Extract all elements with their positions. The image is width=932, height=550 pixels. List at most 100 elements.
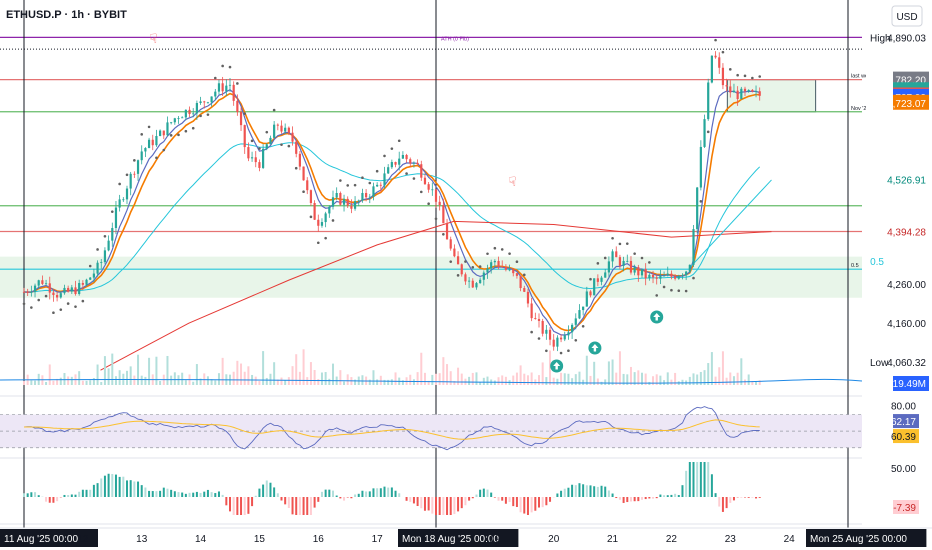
candle-126 [486, 268, 489, 273]
candle-115 [445, 223, 449, 240]
macd-bar-82 [324, 489, 327, 497]
macd-bar-38 [162, 487, 165, 497]
macd-bar-79 [313, 497, 316, 508]
svg-text:ETHUSD.P · 1h · BYBIT: ETHUSD.P · 1h · BYBIT [6, 9, 127, 21]
macd-bar-119 [460, 497, 463, 509]
volume-bar-153 [585, 355, 588, 385]
candle-110 [427, 184, 430, 190]
macd-bar-186 [707, 462, 710, 497]
macd-bar-104 [405, 497, 408, 501]
psar-dot-74 [294, 166, 298, 170]
volume-bar-88 [346, 374, 349, 385]
candle-140 [537, 319, 541, 321]
candle-6 [44, 283, 48, 285]
volume-bar-137 [526, 375, 529, 385]
candle-38 [162, 130, 165, 136]
psar-dot-8 [52, 311, 55, 315]
buy-signal-0 [550, 359, 564, 373]
candle-175 [666, 273, 669, 276]
macd-bar-66 [265, 480, 268, 497]
psar-dot-200 [758, 75, 762, 78]
macd-bar-39 [166, 488, 169, 497]
macd-bar-173 [659, 494, 662, 497]
candle-19 [92, 273, 95, 278]
volume-bar-150 [574, 374, 577, 385]
volume-bar-70 [280, 377, 283, 385]
volume-bar-24 [111, 353, 114, 385]
macd-bar-187 [710, 474, 713, 497]
macd-bar-131 [504, 497, 507, 504]
candle-152 [582, 306, 585, 311]
candle-109 [423, 177, 427, 185]
macd-bar-141 [541, 497, 544, 508]
candle-1 [26, 291, 29, 293]
volume-bar-97 [379, 375, 382, 385]
day-label-20: 20 [548, 534, 560, 545]
volume-bar-162 [618, 351, 621, 385]
macd-bar-142 [545, 497, 548, 506]
macd-bar-149 [571, 484, 574, 497]
macd-bar-121 [468, 497, 471, 501]
macd-bar-86 [339, 497, 342, 499]
currency-button[interactable]: USD [891, 5, 923, 27]
macd-bar-102 [398, 493, 401, 497]
psar-dot-198 [751, 76, 754, 80]
price-axis[interactable]: 4,890.03High4,782.2055:424,741.634,737.9… [866, 0, 932, 528]
macd-bar-77 [306, 497, 309, 515]
rsi-tag: 62.17 [891, 417, 916, 428]
candle-64 [258, 162, 261, 168]
psar-dot-4 [37, 298, 41, 302]
volume-bar-195 [740, 358, 743, 385]
volume-bar-23 [107, 368, 110, 385]
psar-dot-170 [648, 261, 651, 264]
psar-dot-142 [545, 349, 548, 353]
macd-bar-107 [416, 497, 419, 507]
volume-bar-194 [736, 372, 739, 385]
candle-162 [618, 257, 622, 266]
volume-bar-169 [644, 373, 647, 385]
macd-bar-136 [523, 497, 526, 514]
psar-dot-190 [721, 50, 725, 54]
macd-bar-14 [74, 494, 77, 497]
candle-97 [379, 184, 382, 186]
macd-bar-30 [133, 481, 136, 497]
candle-84 [331, 197, 335, 207]
candle-167 [637, 267, 640, 276]
macd-bar-143 [549, 497, 552, 502]
macd-bar-177 [674, 493, 677, 497]
time-axis[interactable]: 11 Aug '25 00:00 Mon 18 Aug '25 00:00 Mon … [0, 527, 932, 550]
psar-dot-182 [692, 276, 695, 280]
psar-dot-108 [419, 190, 423, 194]
candle-2 [30, 291, 33, 293]
macd-bar-96 [376, 488, 379, 497]
macd-bar-164 [626, 497, 629, 503]
macd-bar-124 [479, 489, 482, 497]
volume-bar-11 [63, 372, 66, 385]
psar-dot-28 [125, 173, 129, 177]
macd-bar-171 [652, 497, 655, 499]
candle-142 [545, 329, 548, 334]
psar-dot-30 [133, 159, 136, 162]
macd-bar-168 [641, 497, 643, 500]
candle-171 [651, 274, 655, 278]
day-label-24: 24 [784, 534, 796, 545]
psar-dot-44 [184, 129, 188, 133]
macd-bar-12 [67, 495, 70, 497]
exchange: BYBIT [94, 9, 127, 21]
volume-bar-166 [633, 372, 636, 385]
day-label-12: 12 [77, 534, 89, 545]
candle-135 [519, 275, 522, 289]
macd-bar-200 [758, 497, 761, 498]
psar-dot-24 [110, 210, 114, 213]
psar-dot-46 [191, 126, 195, 130]
volume-bar-81 [320, 372, 323, 385]
macd-bar-111 [431, 497, 434, 514]
psar-dot-64 [258, 147, 261, 150]
macd-bar-93 [365, 491, 368, 497]
macd-bar-127 [490, 492, 493, 497]
candle-189 [718, 57, 721, 68]
hline-label-0: ATH (0 Fib) [441, 36, 469, 42]
candle-113 [438, 201, 441, 206]
candle-82 [324, 213, 327, 223]
